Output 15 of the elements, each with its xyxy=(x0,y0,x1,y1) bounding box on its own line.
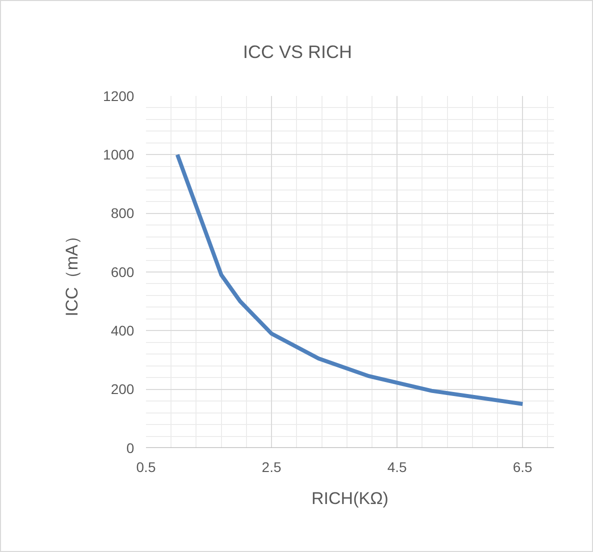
x-tick-label: 2.5 xyxy=(262,458,282,475)
x-axis-title: RICH(KΩ) xyxy=(312,489,388,508)
y-tick-label: 800 xyxy=(110,205,134,222)
y-tick-label: 200 xyxy=(110,381,134,398)
x-tick-label: 6.5 xyxy=(512,458,533,475)
x-tick-label: 0.5 xyxy=(136,458,156,475)
y-tick-label: 1000 xyxy=(103,146,134,163)
y-axis-title: ICC（mA） xyxy=(62,228,82,316)
y-tick-label: 0 xyxy=(126,440,134,456)
y-tick-label: 1200 xyxy=(103,88,134,104)
x-tick-label: 4.5 xyxy=(387,458,408,475)
y-tick-label: 400 xyxy=(110,322,134,339)
line-series xyxy=(175,152,525,406)
y-tick-label: 600 xyxy=(110,264,134,280)
chart-title: ICC VS RICH xyxy=(242,42,352,62)
